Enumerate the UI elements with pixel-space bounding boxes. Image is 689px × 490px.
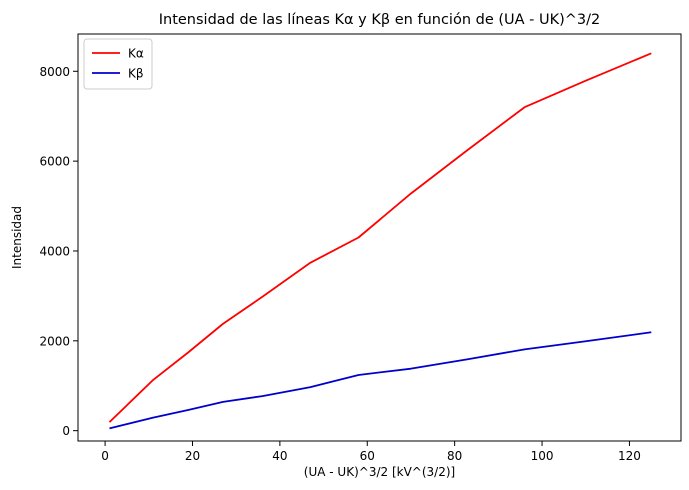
x-axis-label: (UA - UK)^3/2 [kV^(3/2)] (304, 465, 455, 479)
series-layer (108, 52, 652, 430)
y-axis-label: Intensidad (10, 206, 24, 269)
y-tick-label: 8000 (39, 65, 70, 79)
x-axis: 0 20 40 60 80 100 120 (101, 441, 641, 463)
y-tick-label: 6000 (39, 155, 70, 169)
plot-frame (77, 33, 682, 442)
legend-label: Kα (128, 47, 144, 61)
x-tick-label: 40 (272, 449, 287, 463)
x-tick-label: 0 (101, 449, 109, 463)
y-tick-label: 0 (62, 424, 70, 438)
x-tick-label: 20 (185, 449, 200, 463)
series-line-2 (109, 331, 652, 430)
x-tick-label: 100 (531, 449, 554, 463)
series-line-1 (108, 52, 652, 423)
x-tick-label: 120 (618, 449, 641, 463)
x-tick-label: 80 (447, 449, 462, 463)
y-tick-label: 2000 (39, 334, 70, 348)
x-tick-label: 60 (360, 449, 375, 463)
y-axis: 0 2000 4000 6000 8000 (39, 65, 78, 438)
chart-title: Intensidad de las líneas Kα y Kβ en func… (159, 12, 601, 28)
y-tick-label: 4000 (39, 244, 70, 258)
legend-label: Kβ (128, 67, 144, 81)
legend: Kα Kβ (83, 38, 153, 90)
plot-area (77, 33, 682, 442)
legend-box (83, 38, 153, 90)
